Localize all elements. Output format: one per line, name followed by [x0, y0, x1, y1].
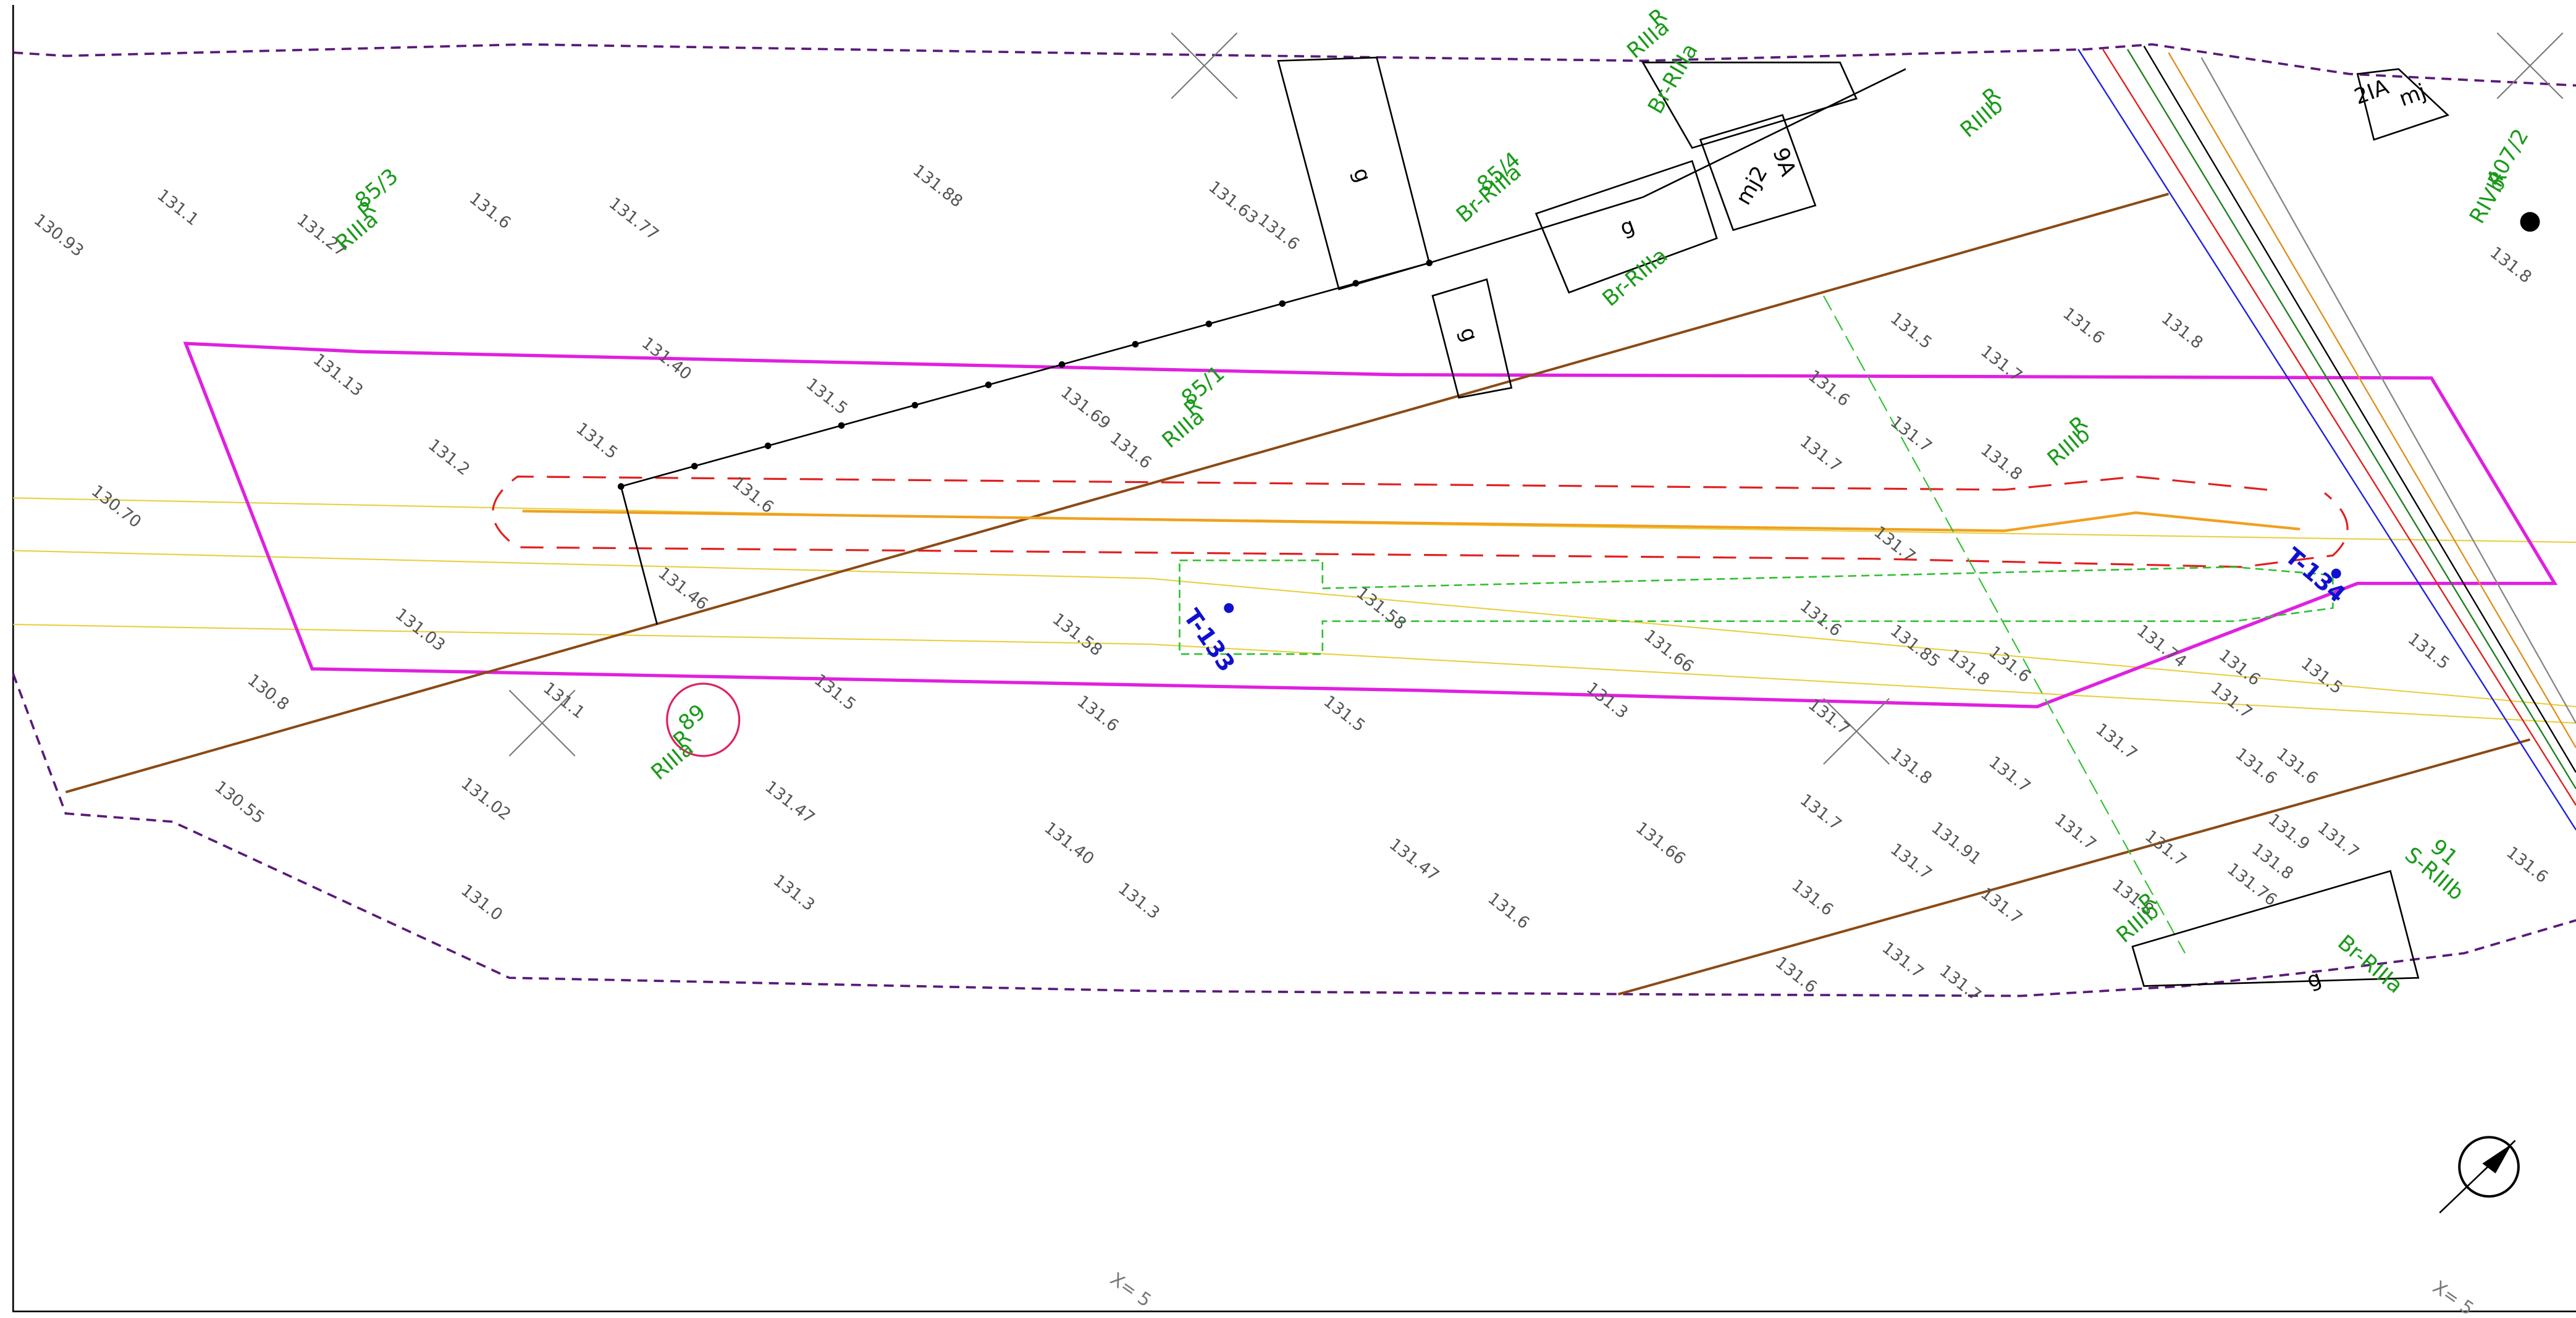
fence-dot: [912, 402, 919, 409]
fence-dot: [838, 422, 845, 429]
fence-dot: [691, 463, 698, 469]
point-marker: [1224, 603, 1234, 613]
fence-dot: [1059, 361, 1066, 368]
marker: [2520, 212, 2540, 232]
map: 131.1130.93131.27131.6131.77131.88131.63…: [0, 0, 2576, 1318]
fence-dot: [618, 483, 625, 490]
fence-dot: [1132, 341, 1139, 348]
fence-dot: [1279, 300, 1286, 307]
fence-dot: [985, 382, 992, 388]
background: [0, 0, 2576, 1318]
fence-dot: [765, 442, 772, 449]
fence-dot: [1206, 321, 1213, 327]
